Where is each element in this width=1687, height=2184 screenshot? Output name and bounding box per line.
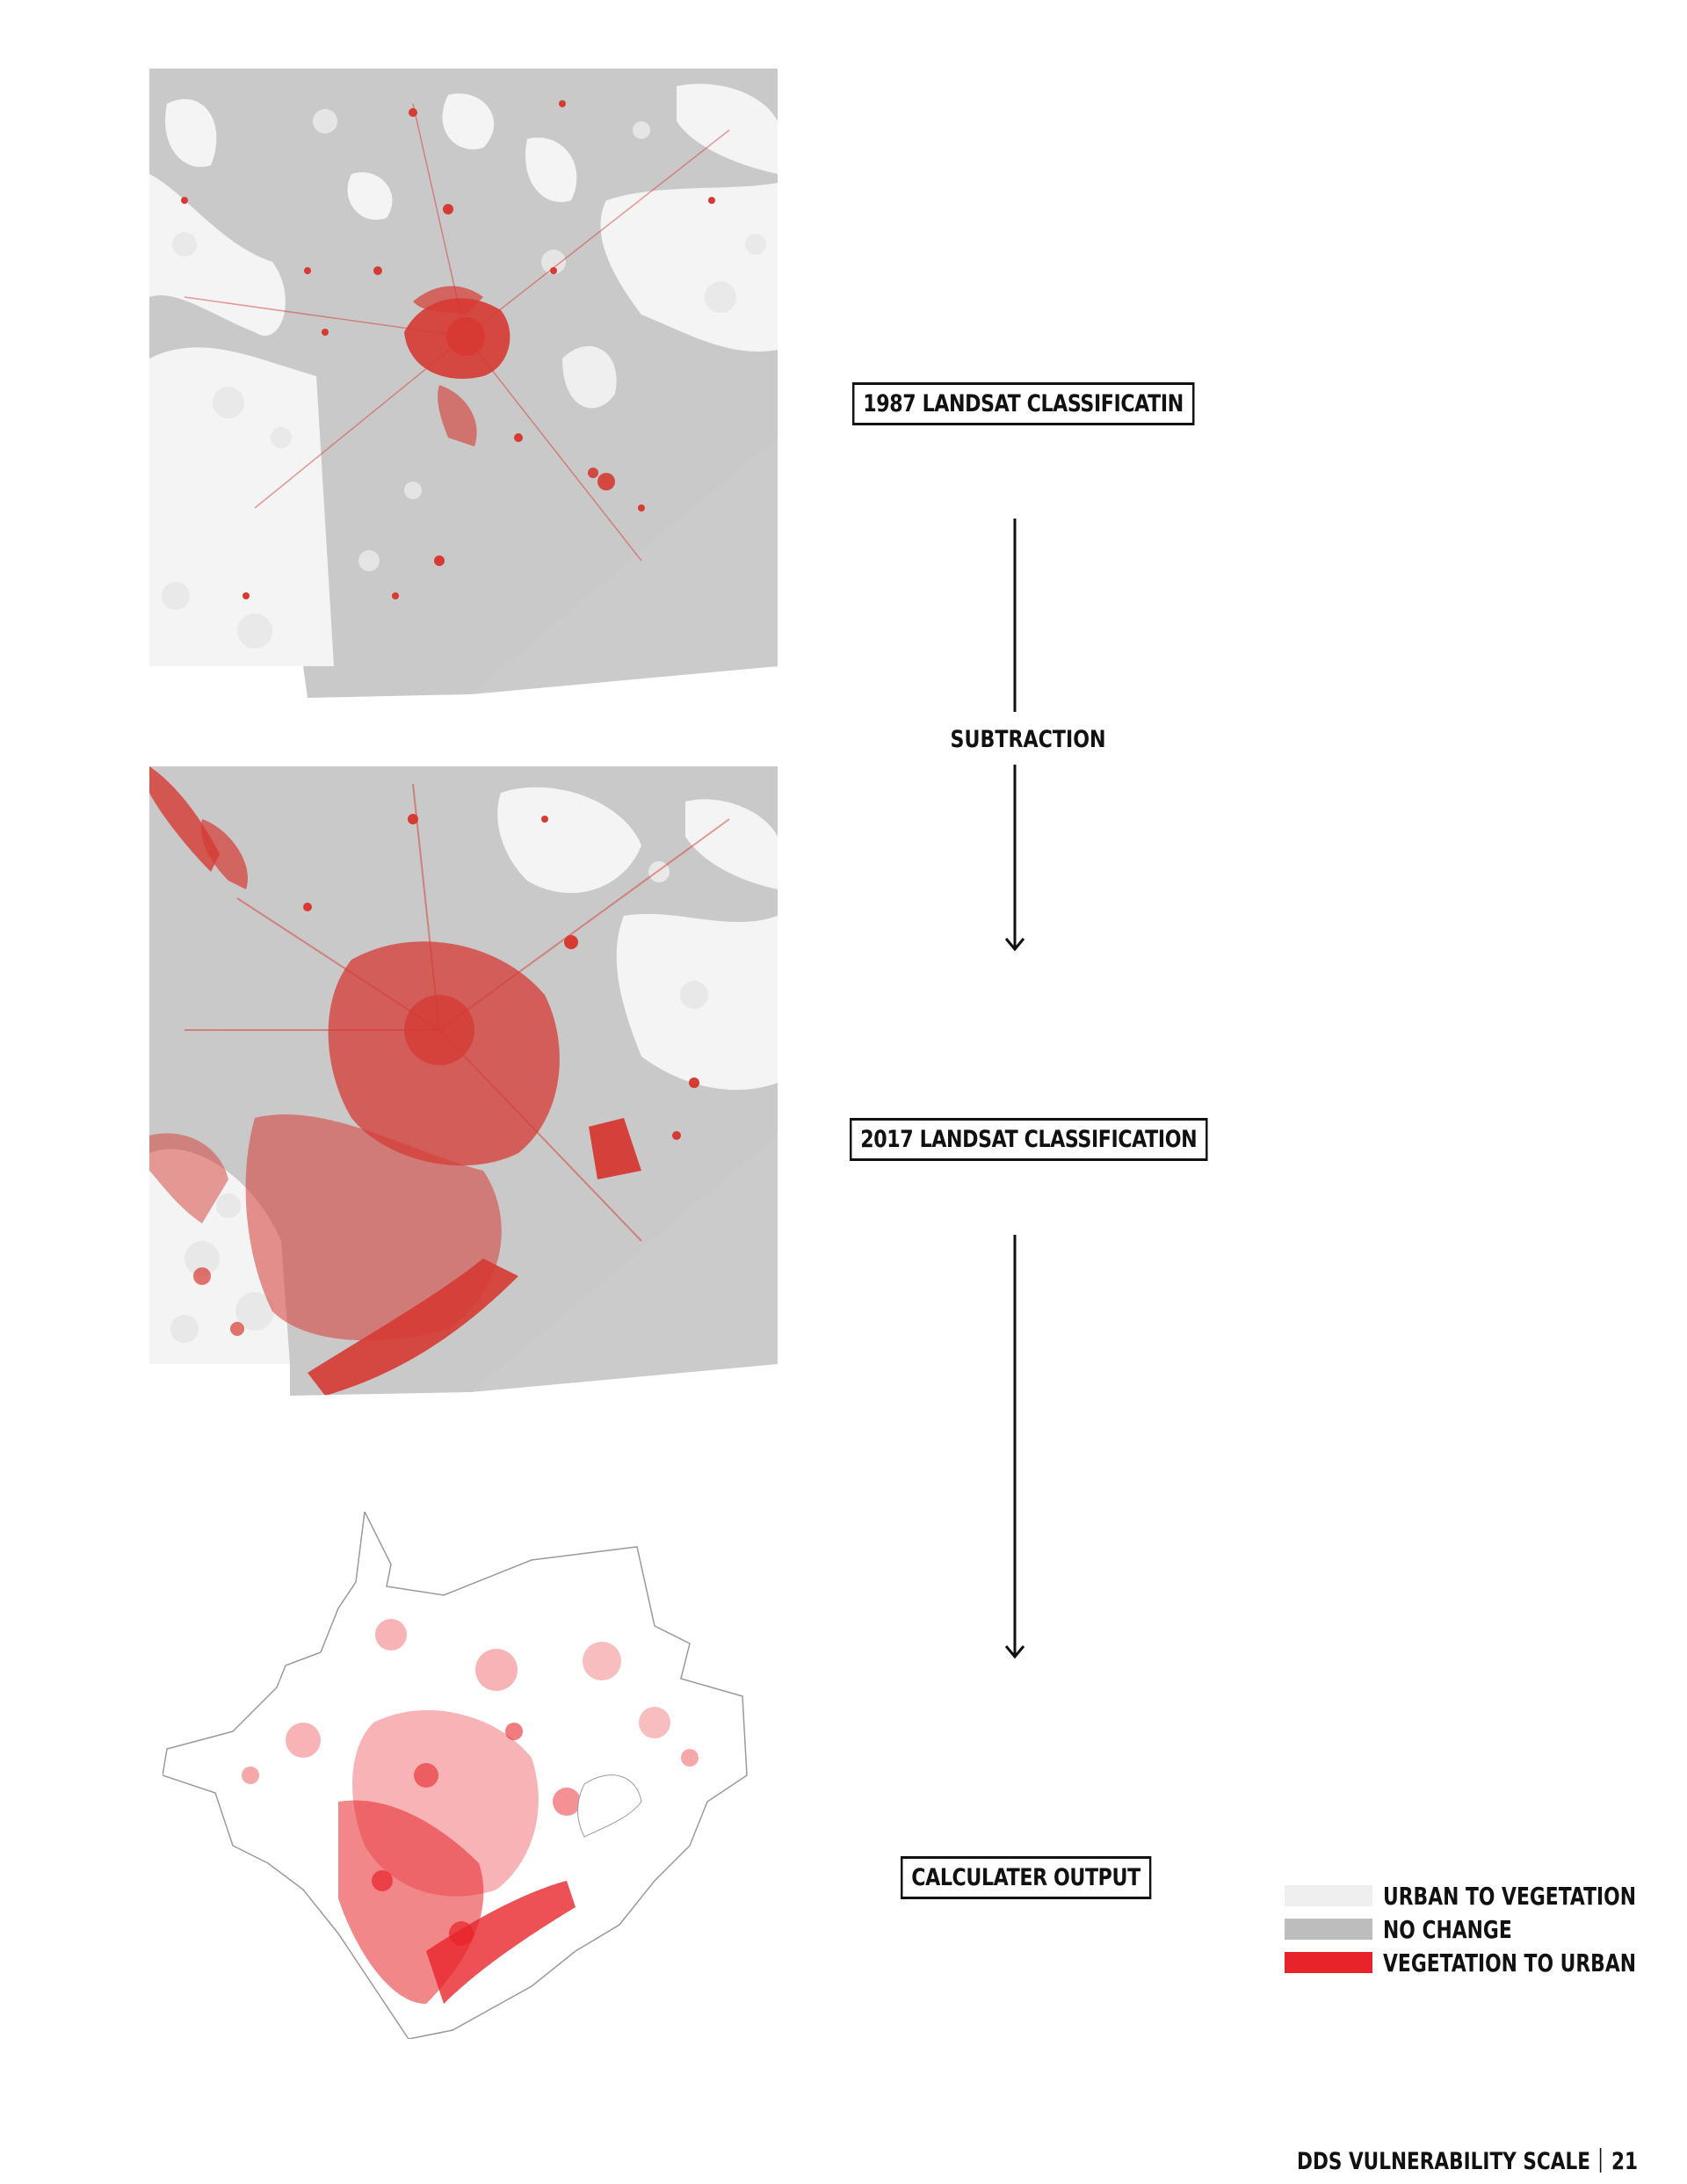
legend-item-no-change: NO CHANGE [1285,1914,1548,1944]
page-number: 21 [1611,2148,1638,2175]
legend-label: NO CHANGE [1383,1914,1512,1944]
legend-label: URBAN TO VEGETATION [1383,1881,1637,1911]
label-subtraction: SUBTRACTION [945,722,1112,757]
map-1987-landsat [149,69,778,698]
arrow-down-1 [1004,519,1025,952]
label-1987-landsat: 1987 LANDSAT CLASSIFICATIN [852,382,1195,425]
legend-item-urban-to-vegetation: URBAN TO VEGETATION [1285,1882,1687,1911]
legend-swatch [1285,1919,1372,1940]
footer-divider [1600,2148,1602,2173]
legend-swatch [1285,1885,1372,1906]
label-calculater-output: CALCULATER OUTPUT [901,1856,1152,1899]
legend-swatch [1285,1952,1372,1973]
label-2017-landsat: 2017 LANDSAT CLASSIFICATION [850,1118,1208,1161]
footer-title: DDS VULNERABILITY SCALE [1296,2148,1590,2175]
legend-label: VEGETATION TO URBAN [1383,1948,1637,1977]
page-footer: DDS VULNERABILITY SCALE 21 [1297,2148,1638,2175]
map-2017-landsat [149,766,778,1396]
arrow-down-2 [1004,1235,1025,1659]
map-calculater-output [163,1512,748,2039]
legend-item-vegetation-to-urban: VEGETATION TO URBAN [1285,1948,1687,1977]
